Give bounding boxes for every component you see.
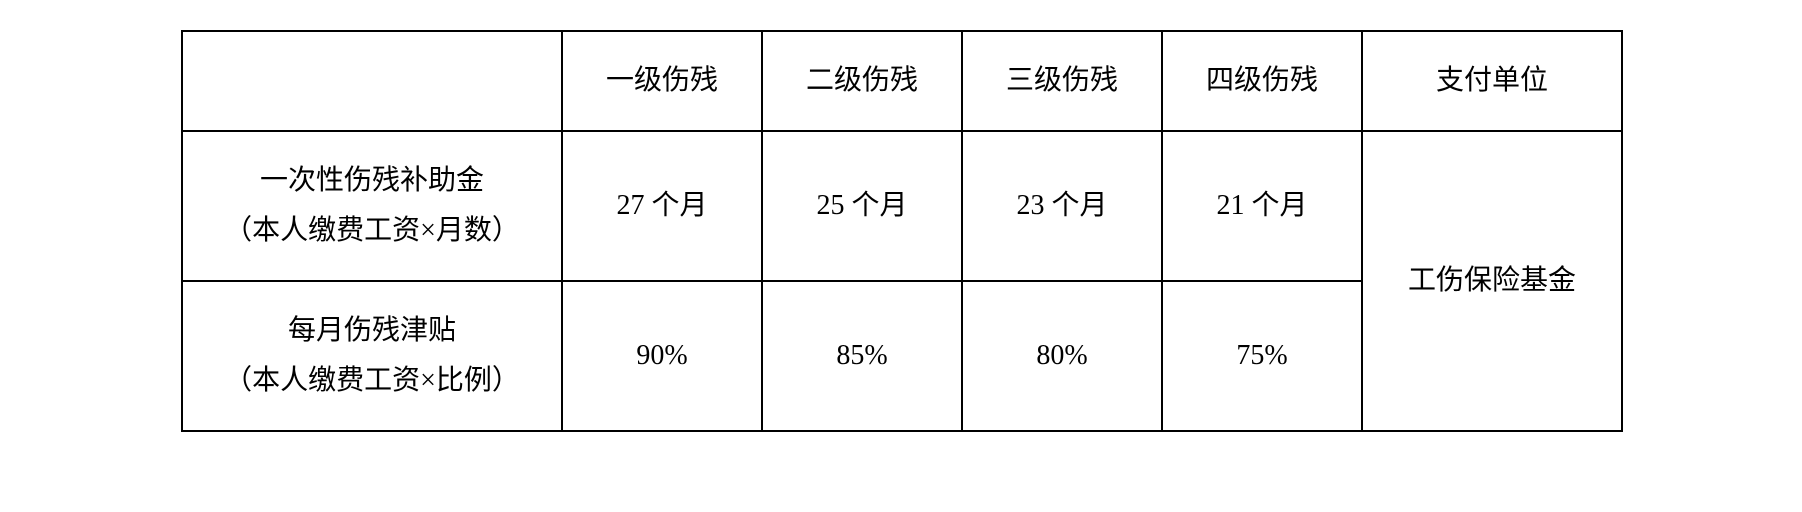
row2-level4: 75% xyxy=(1162,281,1362,431)
row1-level4: 21 个月 xyxy=(1162,131,1362,281)
row2-label: 每月伤残津贴 （本人缴费工资×比例） xyxy=(182,281,562,431)
payer-merged-cell: 工伤保险基金 xyxy=(1362,131,1622,431)
header-level3: 三级伤残 xyxy=(962,31,1162,131)
row1-label-line1: 一次性伤残补助金 xyxy=(187,156,557,206)
row1-level2: 25 个月 xyxy=(762,131,962,281)
table-row: 一次性伤残补助金 （本人缴费工资×月数） 27 个月 25 个月 23 个月 2… xyxy=(182,131,1622,281)
row2-level3: 80% xyxy=(962,281,1162,431)
row1-label: 一次性伤残补助金 （本人缴费工资×月数） xyxy=(182,131,562,281)
row2-label-line1: 每月伤残津贴 xyxy=(187,306,557,356)
compensation-table: 一级伤残 二级伤残 三级伤残 四级伤残 支付单位 一次性伤残补助金 （本人缴费工… xyxy=(181,30,1623,432)
row1-label-line2: （本人缴费工资×月数） xyxy=(187,206,557,256)
header-empty-cell xyxy=(182,31,562,131)
row2-level1: 90% xyxy=(562,281,762,431)
table-header-row: 一级伤残 二级伤残 三级伤残 四级伤残 支付单位 xyxy=(182,31,1622,131)
row2-level2: 85% xyxy=(762,281,962,431)
header-level4: 四级伤残 xyxy=(1162,31,1362,131)
header-level1: 一级伤残 xyxy=(562,31,762,131)
header-payer: 支付单位 xyxy=(1362,31,1622,131)
row1-level3: 23 个月 xyxy=(962,131,1162,281)
compensation-table-container: 一级伤残 二级伤残 三级伤残 四级伤残 支付单位 一次性伤残补助金 （本人缴费工… xyxy=(181,30,1621,432)
row1-level1: 27 个月 xyxy=(562,131,762,281)
header-level2: 二级伤残 xyxy=(762,31,962,131)
row2-label-line2: （本人缴费工资×比例） xyxy=(187,356,557,406)
